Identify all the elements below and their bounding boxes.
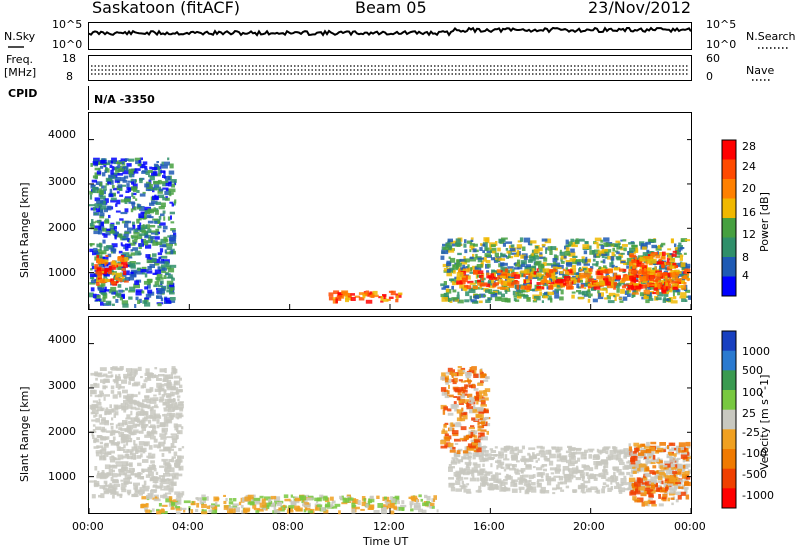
nsky-panel (88, 22, 692, 50)
power-region-5 (628, 250, 679, 295)
nsearch-label: N.Search (746, 30, 796, 43)
velocity-cbar-tick-7: -1000 (742, 489, 774, 502)
power-colorbar-swatch-0 (722, 140, 736, 160)
power-cbar-tick-0: 28 (742, 140, 756, 153)
velocity-region-4 (628, 441, 691, 507)
xtick-1: 04:00 (172, 520, 204, 533)
velocity-ytick-3000: 3000 (48, 379, 76, 392)
nsky-tick-bottom: 10^0 (52, 38, 83, 51)
velocity-cbar-tick-1: 500 (742, 364, 763, 377)
power-ytick-1000: 1000 (48, 266, 76, 279)
velocity-cbar-tick-2: 100 (742, 386, 763, 399)
nave-tick-top: 60 (706, 52, 720, 65)
velocity-region-1 (140, 494, 439, 515)
xtick-5: 20:00 (573, 520, 605, 533)
power-colorbar-swatch-7 (722, 276, 736, 297)
velocity-colorbar-swatch-2 (722, 370, 736, 391)
cpid-value: N/A -3350 (94, 93, 155, 106)
freq-panel (88, 55, 692, 81)
velocity-cbar-tick-5: -100 (742, 447, 767, 460)
velocity-colorbar-swatch-0 (722, 331, 736, 351)
power-region-4 (452, 268, 691, 291)
nsky-label: N.Sky (4, 30, 36, 43)
cpid-panel (88, 86, 692, 110)
power-cbar-tick-6: 4 (742, 269, 749, 282)
nsky-tick-top: 10^5 (52, 18, 83, 31)
velocity-cbar-tick-3: 25 (742, 407, 756, 420)
power-region-1 (94, 254, 129, 286)
date-title: 23/Nov/2012 (588, 0, 692, 17)
power-cbar-tick-1: 24 (742, 160, 756, 173)
xtick-4: 16:00 (473, 520, 505, 533)
power-cbar-tick-5: 8 (742, 251, 749, 264)
nsky-trace (88, 26, 692, 37)
freq-unit: [MHz] (4, 66, 37, 79)
power-colorbar-swatch-2 (722, 179, 736, 199)
beam-title: Beam 05 (355, 0, 427, 17)
velocity-cbar-tick-4: -25 (742, 426, 760, 439)
power-colorbar-swatch-6 (722, 257, 736, 277)
nsearch-tick-bottom: 10^0 (706, 38, 737, 51)
velocity-region-0 (89, 366, 185, 499)
nave-tick-bottom: 0 (706, 70, 713, 83)
velocity-cbar-tick-0: 1000 (742, 345, 770, 358)
power-region-0 (89, 157, 177, 308)
velocity-colorbar-swatch-1 (722, 350, 736, 371)
velocity-ytick-1000: 1000 (48, 470, 76, 483)
power-colorbar-swatch-5 (722, 237, 736, 258)
power-ytick-4000: 4000 (48, 128, 76, 141)
velocity-cbar-tick-6: -500 (742, 468, 767, 481)
power-cbar-tick-2: 20 (742, 182, 756, 195)
xtick-2: 08:00 (272, 520, 304, 533)
cpid-label: CPID (8, 87, 38, 100)
nave-label: Nave (746, 64, 775, 77)
power-cbar-tick-3: 16 (742, 206, 756, 219)
xtick-6: 00:00 (674, 520, 706, 533)
freq-tick-bottom: 8 (66, 70, 73, 83)
power-colorbar-swatch-4 (722, 218, 736, 238)
velocity-colorbar-swatch-4 (722, 409, 736, 430)
power-ytick-3000: 3000 (48, 175, 76, 188)
power-colorbar-swatch-3 (722, 198, 736, 219)
velocity-colorbar-swatch-5 (722, 429, 736, 450)
velocity-colorbar-frame (721, 330, 737, 509)
xaxis-label: Time UT (363, 535, 409, 548)
velocity-colorbar-swatch-7 (722, 468, 736, 489)
nsearch-tick-top: 10^5 (706, 18, 737, 31)
power-cbar-tick-4: 12 (742, 228, 756, 241)
station-title: Saskatoon (fitACF) (92, 0, 241, 17)
power-colorbar-frame (721, 139, 737, 297)
velocity-colorbar-swatch-8 (722, 488, 736, 509)
velocity-colorbar-swatch-3 (722, 390, 736, 410)
freq-label: Freq. (6, 53, 34, 66)
velocity-region-3 (440, 366, 491, 454)
power-colorbar-swatch-1 (722, 159, 736, 180)
xtick-3: 12:00 (373, 520, 405, 533)
velocity-ytick-2000: 2000 (48, 425, 76, 438)
freq-tick-top: 18 (62, 52, 76, 65)
xtick-0: 00:00 (72, 520, 104, 533)
velocity-ytick-4000: 4000 (48, 333, 76, 346)
velocity-colorbar-swatch-6 (722, 449, 736, 469)
power-ytick-2000: 2000 (48, 221, 76, 234)
power-region-2 (328, 290, 403, 304)
